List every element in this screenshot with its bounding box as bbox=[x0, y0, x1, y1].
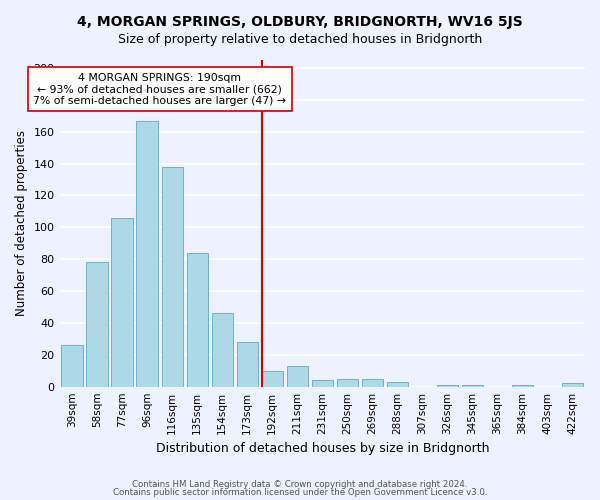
Bar bbox=[136, 120, 158, 386]
Bar bbox=[437, 385, 458, 386]
Y-axis label: Number of detached properties: Number of detached properties bbox=[15, 130, 28, 316]
Bar bbox=[287, 366, 308, 386]
Bar bbox=[512, 385, 533, 386]
Bar bbox=[462, 385, 483, 386]
Bar bbox=[86, 262, 108, 386]
Text: 4 MORGAN SPRINGS: 190sqm
← 93% of detached houses are smaller (662)
7% of semi-d: 4 MORGAN SPRINGS: 190sqm ← 93% of detach… bbox=[33, 72, 286, 106]
Bar bbox=[337, 378, 358, 386]
Bar bbox=[112, 218, 133, 386]
Text: 4, MORGAN SPRINGS, OLDBURY, BRIDGNORTH, WV16 5JS: 4, MORGAN SPRINGS, OLDBURY, BRIDGNORTH, … bbox=[77, 15, 523, 29]
Text: Contains HM Land Registry data © Crown copyright and database right 2024.: Contains HM Land Registry data © Crown c… bbox=[132, 480, 468, 489]
Bar bbox=[562, 384, 583, 386]
Bar bbox=[61, 345, 83, 387]
Bar bbox=[212, 314, 233, 386]
Bar bbox=[161, 167, 183, 386]
X-axis label: Distribution of detached houses by size in Bridgnorth: Distribution of detached houses by size … bbox=[155, 442, 489, 455]
Text: Contains public sector information licensed under the Open Government Licence v3: Contains public sector information licen… bbox=[113, 488, 487, 497]
Bar bbox=[262, 370, 283, 386]
Bar bbox=[362, 378, 383, 386]
Bar bbox=[236, 342, 258, 386]
Bar bbox=[187, 253, 208, 386]
Bar bbox=[387, 382, 408, 386]
Bar bbox=[311, 380, 333, 386]
Text: Size of property relative to detached houses in Bridgnorth: Size of property relative to detached ho… bbox=[118, 32, 482, 46]
